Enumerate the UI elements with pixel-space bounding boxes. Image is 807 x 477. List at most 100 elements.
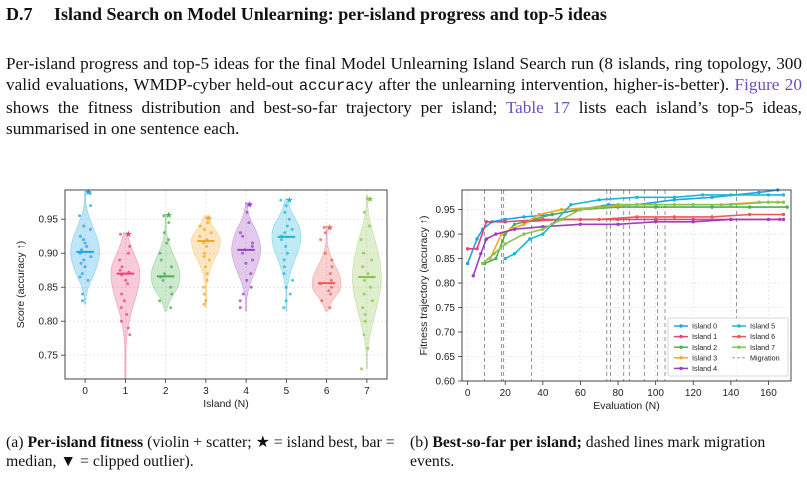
caption-a-label: (a) <box>6 434 24 451</box>
trajectory-point-island-7 <box>653 203 658 207</box>
x-tick-label: 0 <box>82 386 88 397</box>
score-point-island-3 <box>209 231 213 235</box>
trajectory-point-island-3 <box>522 222 526 226</box>
x-tick-label: 140 <box>722 388 739 399</box>
violin-body-island-6 <box>311 225 342 312</box>
x-tick-label: 1 <box>123 386 129 397</box>
trajectory-point-island-2 <box>785 205 789 209</box>
score-point-island-0 <box>83 265 87 269</box>
legend-marker <box>679 334 683 339</box>
legend-label: Island 6 <box>750 332 775 341</box>
score-point-island-0 <box>80 248 84 252</box>
score-point-island-1 <box>119 306 123 310</box>
trajectory-point-island-4 <box>578 222 583 226</box>
score-point-island-0 <box>78 275 82 279</box>
trajectory-line-island-2 <box>484 206 788 265</box>
x-axis-label: Island (N) <box>203 398 249 410</box>
score-point-island-4 <box>251 258 255 262</box>
score-point-island-3 <box>202 292 206 296</box>
x-tick-label: 120 <box>685 388 702 399</box>
score-point-island-0 <box>81 299 84 303</box>
trajectory-point-island-6 <box>747 212 752 217</box>
x-tick-label: 2 <box>163 386 169 397</box>
legend-label: Migration <box>750 353 780 362</box>
trajectory-point-island-4 <box>541 225 545 229</box>
score-point-island-3 <box>203 251 206 255</box>
trajectory-point-island-1 <box>503 220 507 224</box>
violin-body-island-3 <box>190 215 221 308</box>
trajectory-point-island-2 <box>494 256 498 261</box>
score-point-island-1 <box>125 312 129 316</box>
score-point-island-4 <box>249 272 253 276</box>
score-point-island-4 <box>238 299 242 303</box>
score-point-island-5 <box>285 224 289 228</box>
trajectory-point-island-7 <box>578 207 583 212</box>
score-point-island-7 <box>365 197 369 201</box>
trajectory-point-island-5 <box>528 237 532 241</box>
score-point-island-7 <box>363 312 367 316</box>
trajectory-point-island-2 <box>747 205 752 209</box>
trajectory-point-island-5 <box>503 256 507 261</box>
trajectory-point-island-4 <box>766 217 771 222</box>
score-point-island-0 <box>81 238 85 242</box>
score-point-island-2 <box>162 214 166 218</box>
trajectory-point-island-1 <box>691 217 695 222</box>
trajectory-point-island-4 <box>494 232 498 236</box>
trajectory-point-island-6 <box>635 215 639 219</box>
y-tick-label: 0.60 <box>436 377 456 388</box>
x-tick-label: 40 <box>537 388 549 399</box>
trajectory-point-island-0 <box>522 215 526 219</box>
score-point-island-2 <box>165 241 169 245</box>
trajectory-point-island-7 <box>729 203 733 207</box>
x-tick-label: 5 <box>284 386 290 397</box>
violin-chart: 0.75 0.80 0.85 0.90 0.95 0 1 2 3 4 5 6 7 ★ ★ ★ ★ ★ ★ ★ ★ Isla… <box>15 187 388 410</box>
violin-body-island-5 <box>271 198 302 312</box>
score-point-island-3 <box>205 216 209 220</box>
y-tick-label: 0.80 <box>436 279 456 290</box>
score-point-island-0 <box>88 227 92 231</box>
score-point-island-6 <box>330 258 334 262</box>
table-link[interactable]: Table 17 <box>505 98 570 117</box>
score-point-island-1 <box>128 244 132 248</box>
trajectory-point-island-3 <box>537 212 541 217</box>
trajectory-point-island-1 <box>475 247 479 251</box>
score-point-island-3 <box>207 258 211 262</box>
score-point-island-4 <box>249 202 252 206</box>
score-point-island-2 <box>169 285 173 289</box>
score-point-island-1 <box>126 282 130 286</box>
score-point-island-1 <box>122 299 126 303</box>
trajectory-chart: 0.60 0.65 0.70 0.75 0.80 0.85 0.90 0.95 0 20 40 60 8… <box>418 188 792 412</box>
score-point-island-1 <box>126 326 130 330</box>
score-point-island-5 <box>282 272 286 276</box>
y-tick-label: 0.95 <box>436 205 456 216</box>
trajectory-point-island-4 <box>729 217 733 222</box>
trajectory-point-island-1 <box>465 247 470 251</box>
score-point-island-5 <box>279 198 283 202</box>
legend-label: Island 5 <box>750 322 775 331</box>
trajectory-line-island-3 <box>489 201 778 259</box>
score-point-island-0 <box>86 278 90 282</box>
score-point-island-0 <box>88 191 92 195</box>
y-tick-label: 0.65 <box>436 352 456 363</box>
score-point-island-6 <box>330 285 334 289</box>
trajectory-point-island-4 <box>484 237 489 241</box>
score-point-island-4 <box>241 251 244 255</box>
score-point-island-2 <box>167 221 171 225</box>
caption-a-title: Per-island fitness <box>27 434 144 451</box>
best-star-island-2: ★ <box>165 210 173 220</box>
score-point-island-5 <box>284 204 288 208</box>
x-tick-label: 20 <box>500 388 512 399</box>
trajectory-point-island-6 <box>710 215 714 219</box>
y-axis-label: Score (accuracy ↑) <box>15 241 27 329</box>
score-point-island-1 <box>124 278 128 282</box>
trajectory-point-island-5 <box>672 195 677 199</box>
score-point-island-4 <box>245 278 249 282</box>
score-point-island-5 <box>284 244 288 248</box>
score-point-island-7 <box>361 306 365 310</box>
trajectory-point-island-4 <box>653 220 658 224</box>
trajectory-point-island-7 <box>766 200 771 204</box>
trajectory-point-island-4 <box>479 252 483 256</box>
figure-link[interactable]: Figure 20 <box>734 75 802 94</box>
score-point-island-7 <box>366 272 370 276</box>
score-point-island-2 <box>158 251 162 255</box>
